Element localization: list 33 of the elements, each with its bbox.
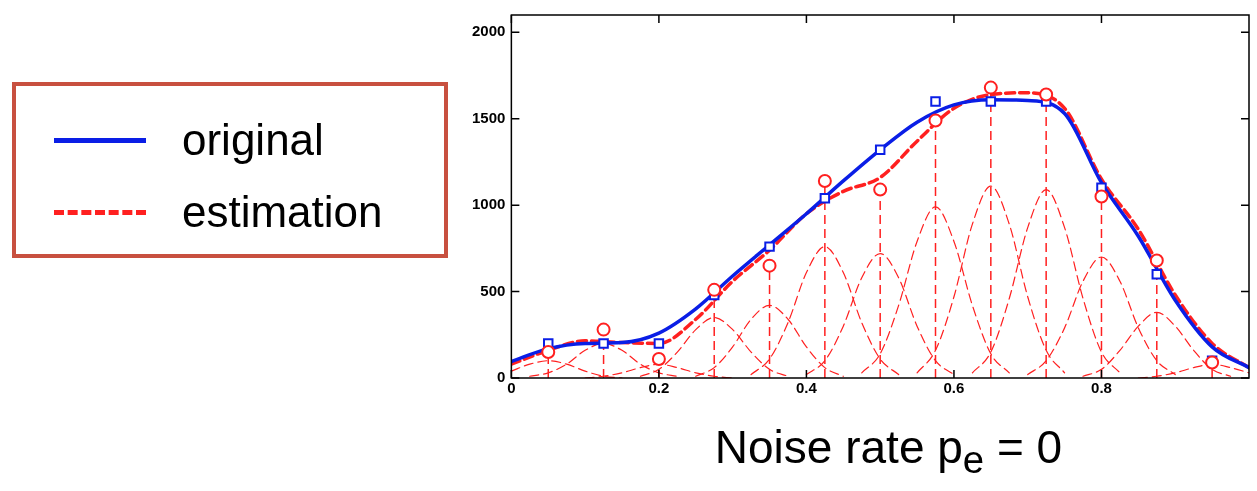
- point: [983, 80, 998, 95]
- y-tick-label: 2000: [471, 22, 506, 40]
- point: [928, 113, 943, 128]
- point: [1205, 355, 1220, 370]
- point: [817, 173, 832, 188]
- point: [874, 144, 886, 156]
- point: [596, 322, 611, 337]
- x-tick-label: 0.6: [943, 379, 965, 397]
- point: [764, 241, 775, 252]
- point: [598, 338, 609, 349]
- point: [762, 258, 777, 273]
- point: [930, 96, 941, 107]
- legend-label: estimation: [182, 187, 383, 237]
- point: [873, 182, 888, 197]
- point: [1151, 269, 1163, 280]
- x-tick-label: 0.2: [648, 379, 670, 397]
- y-tick-label: 0: [497, 368, 506, 386]
- point: [707, 282, 722, 297]
- point: [985, 96, 997, 107]
- point: [1039, 87, 1054, 102]
- y-tick-label: 1500: [471, 108, 506, 126]
- point: [651, 351, 666, 366]
- x-axis-title: Noise rate p$_{e}$ = 0: [713, 420, 1064, 483]
- point: [1149, 253, 1164, 268]
- point: [541, 345, 556, 360]
- y-tick-label: 500: [480, 281, 506, 299]
- x-tick-label: 0.4: [795, 379, 818, 397]
- legend-label: original: [182, 115, 324, 165]
- point: [819, 192, 831, 204]
- x-tick-label: 0.8: [1091, 379, 1112, 397]
- y-tick-label: 1000: [471, 195, 506, 213]
- point: [653, 338, 665, 349]
- point: [1094, 189, 1109, 204]
